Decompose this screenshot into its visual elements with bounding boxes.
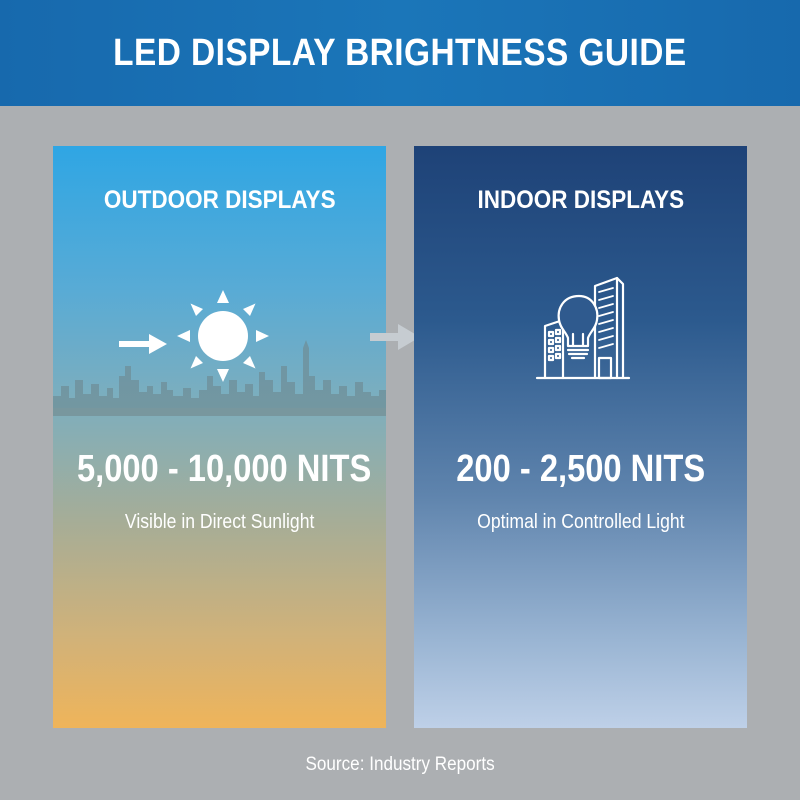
indoor-brightness-value: 200 - 2,500 NITS bbox=[456, 448, 705, 490]
indoor-subtitle: Optimal in Controlled Light bbox=[476, 511, 685, 533]
header-banner: LED DISPLAY BRIGHTNESS GUIDE bbox=[0, 0, 800, 106]
source-caption: Source: Industry Reports bbox=[305, 754, 495, 775]
lightbulb-building-icon bbox=[535, 276, 631, 380]
arrow-right-icon bbox=[370, 324, 420, 350]
arrow-right-icon bbox=[119, 334, 167, 354]
city-skyline-icon bbox=[53, 340, 386, 416]
page-title: LED DISPLAY BRIGHTNESS GUIDE bbox=[113, 31, 687, 74]
outdoor-panel: OUTDOOR DISPLAYS 5,000 - 10,000 NITS Vis… bbox=[53, 146, 386, 728]
outdoor-brightness-value: 5,000 - 10,000 NITS bbox=[76, 448, 372, 490]
indoor-panel: INDOOR DISPLAYS bbox=[414, 146, 747, 728]
indoor-title: INDOOR DISPLAYS bbox=[477, 186, 684, 214]
sun-icon bbox=[177, 290, 269, 382]
outdoor-subtitle: Visible in Direct Sunlight bbox=[124, 511, 315, 533]
outdoor-title: OUTDOOR DISPLAYS bbox=[103, 186, 336, 214]
